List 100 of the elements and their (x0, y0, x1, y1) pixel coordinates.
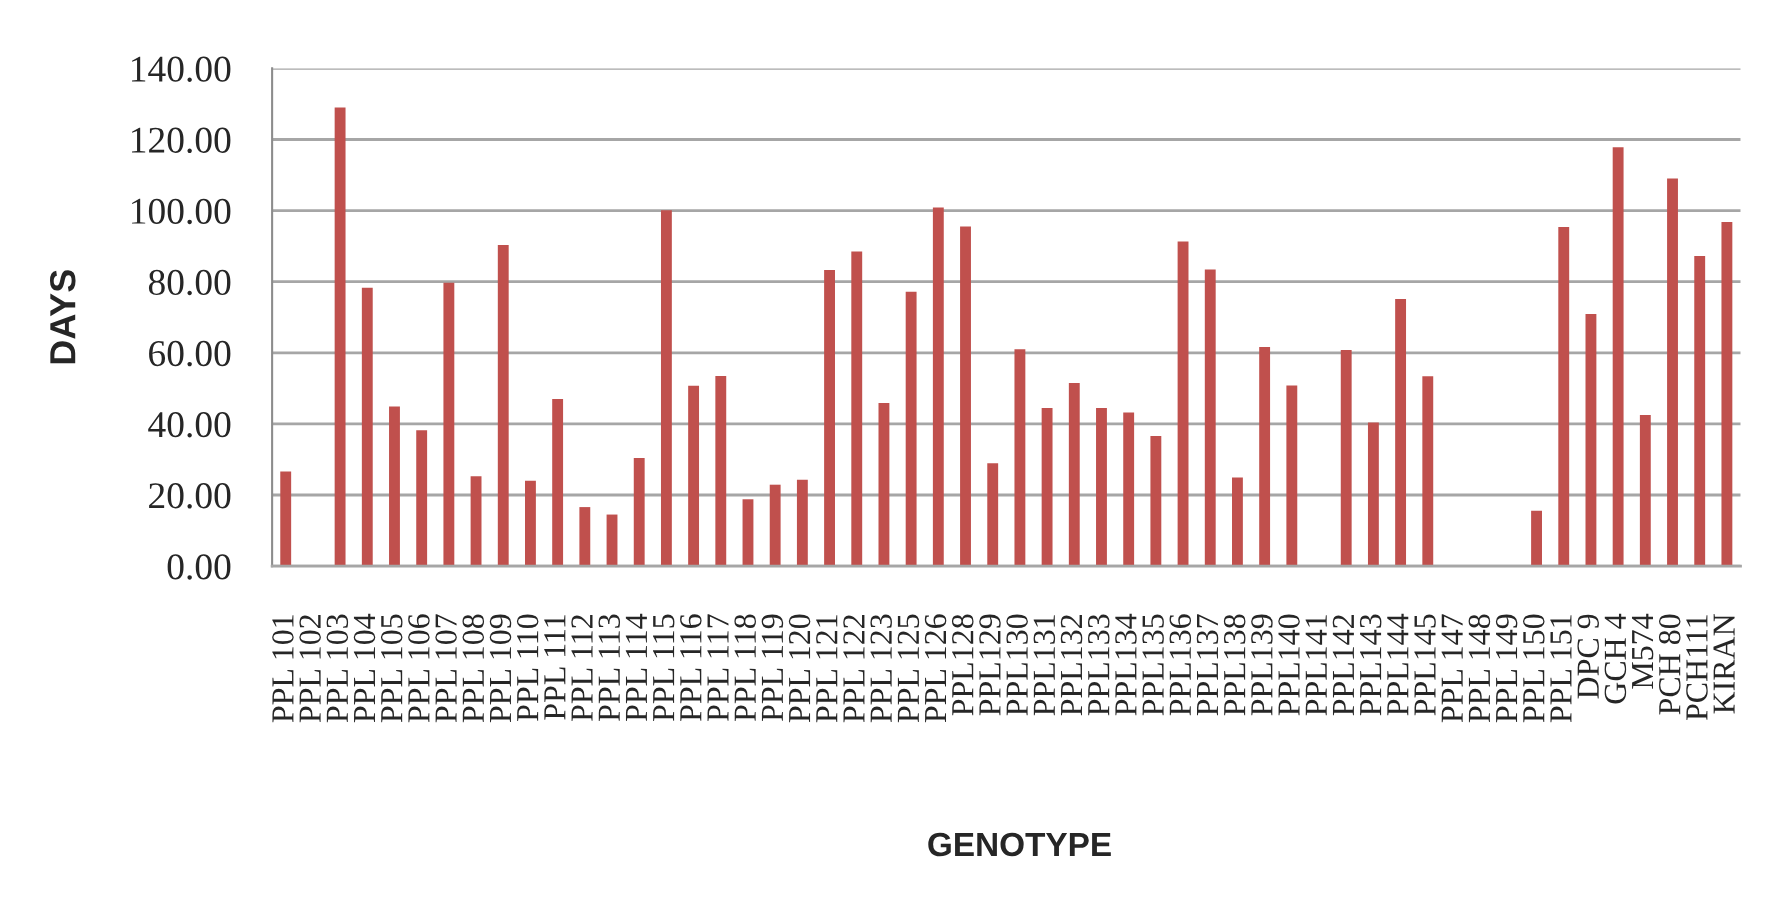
x-tick-label: PPL129 (979, 614, 1001, 716)
x-tick-label: KIRAN (1713, 614, 1735, 714)
y-tick-label: 100.00 (132, 198, 231, 225)
x-tick-label: PCH 80 (1658, 614, 1681, 715)
bar (1068, 383, 1080, 567)
bar (280, 471, 292, 567)
bar (1639, 415, 1651, 567)
y-axis-title: DAYS (49, 270, 76, 364)
bar (987, 463, 999, 567)
x-tick-label: PPL 108 (462, 614, 485, 723)
bar (552, 399, 564, 567)
bar (1395, 299, 1407, 567)
bar (443, 282, 455, 567)
x-tick-label: PPL 110 (516, 614, 539, 721)
x-tick-label: DPC 9 (1577, 614, 1599, 699)
bar (1259, 347, 1271, 567)
bar (1585, 314, 1597, 567)
x-tick-label: M574 (1631, 613, 1654, 689)
x-tick-label: PPL 126 (924, 614, 947, 723)
bar (932, 207, 944, 567)
x-tick-label: PPL 102 (299, 615, 321, 723)
x-tick-label: PPL 116 (680, 614, 702, 721)
bar (1340, 349, 1352, 567)
bar (1096, 407, 1107, 567)
x-tick-label: PPL133 (1088, 614, 1110, 716)
bar (633, 458, 645, 567)
x-tick-label: PPL 151 (1550, 615, 1572, 723)
x-tick-label: PPL 106 (408, 614, 430, 723)
y-tick-label: 140.00 (132, 56, 231, 82)
x-tick-label: PPL143 (1359, 614, 1382, 716)
x-tick-label: PPL136 (1169, 614, 1192, 716)
x-tick-label: PPL138 (1223, 614, 1246, 716)
bar (1286, 385, 1298, 567)
bar (1177, 241, 1189, 567)
bar (1721, 221, 1733, 567)
bar (905, 291, 917, 567)
x-tick-label: PPL 101 (272, 615, 294, 723)
y-tick-label: 20.00 (149, 483, 231, 509)
bar (361, 287, 373, 567)
x-tick-label: PPL 121 (816, 615, 838, 723)
bar (1694, 256, 1706, 567)
x-tick-label: PPL140 (1278, 614, 1300, 716)
bar (1150, 435, 1162, 567)
bar (389, 406, 400, 567)
y-tick-label: 0.00 (167, 554, 231, 580)
bar (1612, 147, 1624, 567)
bar (1558, 226, 1570, 567)
x-tick-label: PPL 114 (625, 613, 647, 721)
x-tick-label: PPL 148 (1468, 614, 1491, 723)
bar (824, 269, 835, 567)
y-tick-label: 120.00 (132, 127, 231, 154)
bar (1367, 422, 1379, 567)
x-tick-label: PCH111 (1686, 615, 1708, 721)
bar (1014, 349, 1026, 567)
bar (1531, 510, 1542, 567)
x-tick-label: PPL 109 (489, 614, 512, 723)
x-tick-label: PPL135 (1142, 614, 1164, 716)
bar (715, 375, 727, 567)
x-tick-label: PPL 103 (326, 614, 349, 723)
bar (416, 430, 428, 567)
x-tick-label: PPL 107 (435, 614, 457, 723)
bar (579, 507, 591, 567)
x-tick-label: PPL134 (1115, 613, 1137, 716)
x-tick-label: PPL 118 (734, 614, 756, 721)
bar (769, 484, 781, 567)
bar (960, 226, 971, 567)
bar (688, 385, 700, 567)
x-tick-label: PPL 123 (870, 614, 892, 723)
bar (1232, 477, 1243, 567)
x-tick-label: PPL 105 (380, 614, 403, 723)
x-tick-label: GCH 4 (1604, 613, 1627, 704)
x-tick-label: PPL131 (1033, 615, 1056, 716)
bar (1204, 269, 1216, 567)
x-tick-label: PPL 147 (1441, 614, 1463, 723)
x-tick-label: PPL 113 (598, 614, 621, 721)
x-tick-label: PPL132 (1060, 615, 1083, 716)
bar (878, 402, 890, 567)
bar (497, 245, 509, 567)
x-tick-label: PPL137 (1196, 614, 1219, 716)
x-tick-label: PPL 149 (1495, 614, 1518, 723)
x-tick-label: PPL144 (1387, 613, 1409, 716)
bar (742, 499, 754, 567)
x-tick-label: PPL 119 (761, 614, 784, 721)
x-tick-label: PPL 115 (653, 614, 675, 721)
bar (1667, 178, 1678, 567)
bar (796, 479, 808, 567)
x-tick-label: PPL 112 (571, 615, 593, 721)
bar (525, 480, 536, 567)
x-tick-label: PPL145 (1414, 614, 1436, 716)
x-tick-label: PPL 111 (544, 615, 566, 720)
x-tick-label: PPL141 (1305, 615, 1327, 716)
bar (1123, 412, 1135, 567)
x-tick-label: PPL142 (1332, 615, 1354, 716)
x-tick-label: PPL130 (1006, 614, 1028, 716)
bar (1422, 376, 1434, 567)
x-tick-label: PPL 120 (788, 614, 811, 723)
x-tick-label: PPL 104 (353, 613, 376, 723)
x-tick-label: PPL 122 (843, 615, 865, 723)
x-tick-label: PPL128 (951, 614, 974, 716)
y-tick-label: 80.00 (148, 269, 231, 296)
